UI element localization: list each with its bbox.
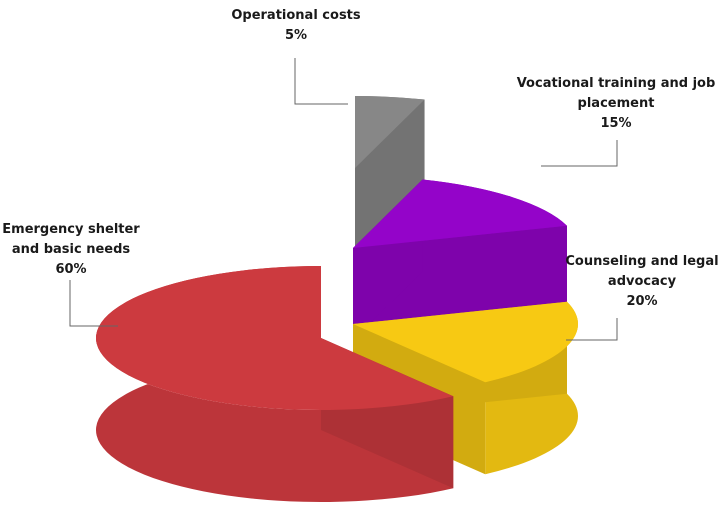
- slice-label-operational-costs: Operational costs 5%: [206, 6, 386, 46]
- pie-slice-emergency-shelter: [96, 266, 454, 503]
- pie-slice-vocational-training: [353, 179, 567, 340]
- slice-label-counseling: Counseling and legal advocacy 20%: [562, 252, 722, 312]
- slice-value-label: 5%: [284, 28, 308, 43]
- slice-value-label: 60%: [55, 262, 87, 277]
- leader-line-emergency-shelter: [69, 280, 118, 327]
- slice-top-operational-costs: [355, 96, 425, 168]
- slice-value-label: 20%: [626, 294, 658, 309]
- leader-line-counseling: [566, 318, 618, 341]
- slice-label-line: placement: [577, 96, 655, 111]
- slice-label-line: Counseling and legal: [565, 254, 719, 269]
- slice-label-line: advocacy: [607, 274, 677, 289]
- slice-label-line: and basic needs: [11, 242, 131, 257]
- slice-label-line: Vocational training and job: [516, 76, 716, 91]
- slice-top-vocational-training: [353, 179, 567, 248]
- slice-label-line: Emergency shelter: [2, 222, 140, 237]
- slice-value-label: 15%: [600, 116, 632, 131]
- slice-label-line: Operational costs: [231, 8, 361, 23]
- leader-line-operational-costs: [294, 58, 348, 105]
- leader-line-vocational-training: [541, 140, 618, 167]
- slice-label-emergency-shelter: Emergency shelter and basic needs 60%: [0, 220, 142, 280]
- slice-top-counseling: [353, 301, 578, 383]
- slice-top-emergency-shelter: [96, 266, 454, 410]
- slice-wall-operational-costs: [355, 99, 425, 261]
- slice-label-vocational-training: Vocational training and job placement 15…: [510, 74, 722, 134]
- pie-slice-operational-costs: [355, 96, 425, 261]
